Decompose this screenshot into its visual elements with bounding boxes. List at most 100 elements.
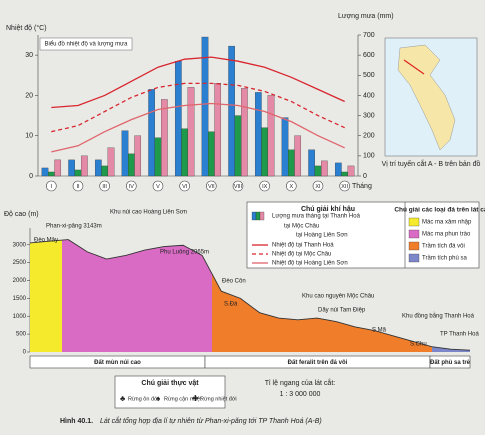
- section-tick-label: 2000: [13, 278, 27, 284]
- x-tick-label: VIII: [234, 184, 243, 190]
- y2-tick-label: 100: [363, 153, 375, 160]
- place-label: Khu cao nguyên Mộc Châu: [302, 294, 374, 300]
- scale-value: 1 : 3 000 000: [280, 391, 321, 398]
- place-label: Khu núi cao Hoàng Liên Sơn: [110, 210, 187, 216]
- rock-label: Mác ma phun trào: [422, 232, 471, 238]
- month-marker: [152, 180, 164, 192]
- section-tick-label: 1500: [13, 296, 27, 302]
- chart-title: Biểu đồ nhiệt độ và lượng mưa: [44, 41, 128, 48]
- month-marker: [206, 180, 217, 192]
- rain-bar: [181, 128, 188, 177]
- rain-bar: [68, 159, 75, 177]
- rain-bar: [341, 171, 348, 177]
- y2-tick-label: 0: [363, 173, 367, 180]
- rain-bar: [94, 159, 102, 177]
- x-tick-label: XI: [315, 184, 321, 190]
- x-tick-label: VII: [208, 184, 215, 190]
- rain-bar: [281, 117, 289, 177]
- x-tick-label: IV: [129, 184, 135, 190]
- rain-bar: [187, 87, 195, 177]
- month-marker: [339, 180, 350, 192]
- place-label: Khu đồng bằng Thanh Hoá: [402, 313, 475, 320]
- legend-box: [246, 201, 480, 269]
- rock-label: Trầm tích phù sa: [422, 256, 467, 262]
- x-tick-label: VI: [182, 184, 188, 190]
- rain-bar: [294, 135, 302, 177]
- legend-label: tại Hoàng Liên Sơn: [296, 233, 348, 239]
- veg-label: Rừng cận nhiệt: [164, 396, 202, 402]
- rain-bar: [134, 135, 142, 177]
- rain-bar: [208, 131, 215, 177]
- temperature-line: [51, 102, 345, 153]
- month-marker: [99, 180, 110, 192]
- rain-bar: [121, 130, 129, 177]
- temperature-line: [51, 82, 345, 133]
- terrain-profile: [29, 239, 471, 351]
- y2-tick-label: 500: [363, 72, 375, 79]
- month-marker: [286, 180, 297, 192]
- rain-bar: [174, 61, 182, 177]
- rain-bar: [267, 95, 275, 177]
- map-land: [397, 44, 456, 151]
- caption-number: Hình 40.1.: [60, 418, 93, 425]
- rain-bar: [241, 88, 248, 177]
- rock-region: [62, 239, 212, 352]
- soil-label: Đất mùn núi cao: [94, 359, 141, 366]
- rock-swatch: [408, 241, 420, 251]
- place-label: S.Chu: [410, 342, 427, 348]
- temperature-line: [51, 56, 345, 109]
- legend-label: tại Mộc Châu: [284, 224, 319, 230]
- section-tick-label: 2500: [13, 260, 27, 266]
- rain-bar: [81, 155, 88, 177]
- place-label: TP Thanh Hoá: [440, 332, 479, 338]
- y2-tick-label: 200: [363, 133, 375, 140]
- rain-bar: [347, 165, 355, 177]
- rain-bar: [41, 167, 49, 177]
- legend-swatch: [251, 211, 257, 221]
- chart-title-box: [39, 37, 133, 51]
- rain-bar: [334, 162, 342, 177]
- x-tick-label: III: [102, 184, 107, 190]
- rain-bar: [201, 36, 209, 177]
- veg-label: Rừng nhiệt đới: [200, 396, 237, 402]
- section-tick-label: 3000: [13, 242, 27, 248]
- place-label: S.Đà: [224, 302, 238, 308]
- y2-axis-label: Lượng mưa (mm): [338, 13, 394, 20]
- rain-bar: [288, 149, 295, 177]
- month-marker: [72, 180, 84, 192]
- place-label: Dãy núi Tam Điệp: [318, 308, 366, 314]
- rain-bar: [48, 171, 55, 177]
- month-marker: [179, 180, 190, 192]
- rain-bar: [234, 115, 242, 177]
- section-line: [403, 59, 425, 75]
- soil-band: [429, 355, 471, 369]
- month-marker: [312, 180, 324, 192]
- soil-label: Đất phù sa trẻ: [430, 359, 471, 366]
- section-y-label: Độ cao (m): [4, 211, 39, 218]
- legend-swatch: [255, 211, 261, 221]
- rain-bar: [161, 99, 168, 177]
- section-tick-label: 0: [23, 350, 27, 356]
- y-axis-label: Nhiệt độ (°C): [6, 24, 47, 32]
- month-marker: [232, 180, 244, 192]
- rain-bar: [128, 153, 135, 177]
- rain-bar: [321, 160, 328, 177]
- caption-text: Lát cắt tổng hợp địa lí tự nhiên từ Phan…: [100, 416, 322, 425]
- x-tick-label: XII: [341, 184, 348, 190]
- y2-tick-label: 400: [363, 92, 375, 99]
- x-tick-label: IX: [262, 184, 268, 190]
- legend-label: Lượng mưa tháng tại Thanh Hoá: [272, 214, 361, 220]
- rain-bar: [154, 137, 162, 177]
- climate-legend-title: Chú giải khí hậu: [301, 206, 355, 213]
- y2-tick-label: 600: [363, 52, 375, 59]
- map-caption: Vị trí tuyến cắt A - B trên bản đồ: [382, 159, 481, 168]
- x-tick-label: II: [76, 184, 80, 190]
- rock-label: Trầm tích đá vôi: [422, 244, 465, 250]
- rain-bar: [148, 89, 155, 177]
- y-tick-label: 20: [25, 92, 33, 99]
- y-tick-label: 0: [29, 173, 33, 180]
- rain-bar: [228, 45, 235, 177]
- rain-bar: [254, 92, 262, 177]
- veg-icon: ✚: [192, 394, 199, 403]
